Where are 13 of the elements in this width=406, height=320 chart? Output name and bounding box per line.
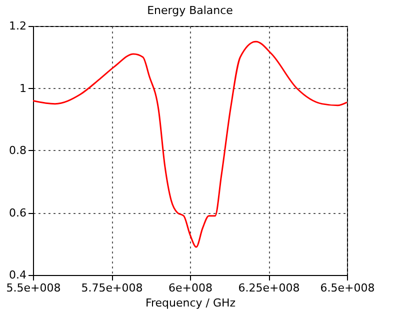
chart-title: Energy Balance <box>147 4 234 17</box>
y-tick-label: 1 <box>20 82 26 95</box>
x-tick-label: 6.5e+008 <box>320 282 375 294</box>
x-tick-label: 6e+008 <box>168 282 212 294</box>
y-tick-label: 0.8 <box>9 144 26 157</box>
y-tick-label: 0.4 <box>9 268 26 282</box>
x-tick-label: 6.25e+008 <box>238 282 300 294</box>
y-tick-label: 1.2 <box>9 20 26 32</box>
x-axis-title: Frequency / GHz <box>145 296 236 310</box>
x-tick-label: 5.75e+008 <box>81 282 143 294</box>
x-tick-label: 5.5e+008 <box>6 282 61 294</box>
line-series <box>33 40 347 248</box>
y-tick-label: 0.6 <box>9 206 26 220</box>
